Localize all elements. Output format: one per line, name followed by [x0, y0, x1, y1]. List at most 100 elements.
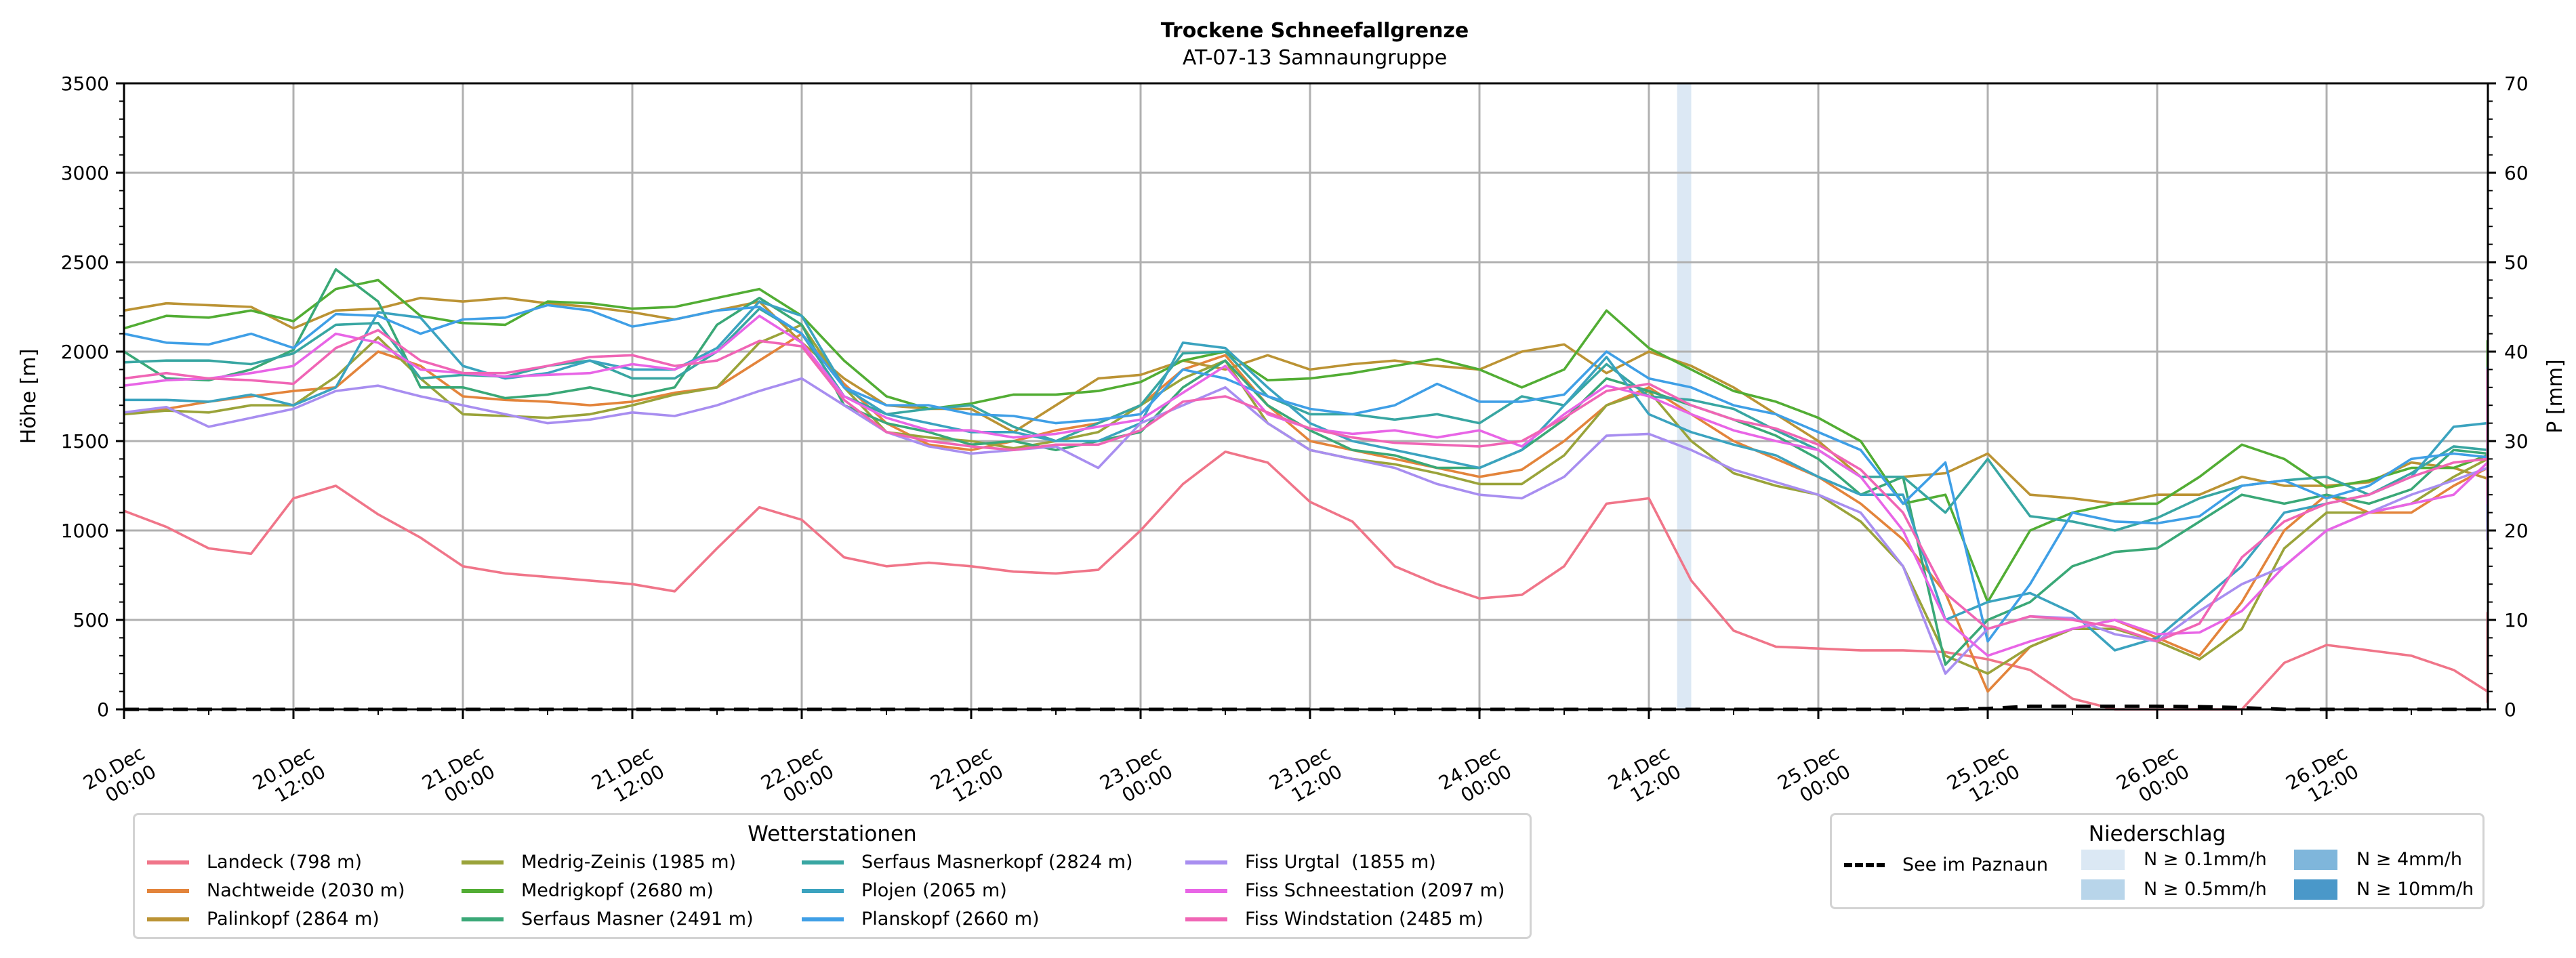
series-line-landeck-798-m [123, 450, 2489, 711]
legend-line-icon [462, 860, 504, 865]
y2-tick-label: 60 [2504, 162, 2529, 184]
legend-item-precip: N ≥ 0.1mm/h [2081, 849, 2267, 870]
y-tick-label: 3000 [61, 162, 109, 184]
legend-line-icon [147, 888, 189, 893]
legend-label: Landeck (798 m) [207, 852, 362, 873]
legend-item-station: Plojen (2065 m) [802, 880, 1007, 901]
legend-item-station: Serfaus Masnerkopf (2824 m) [802, 852, 1132, 873]
series-line-fiss-windstation-2485-m [123, 329, 2489, 643]
y2-tick-label: 20 [2504, 520, 2529, 542]
legend-precip: Niederschlag See im Paznaun N ≥ 0.1mm/h N… [1830, 813, 2485, 909]
legend-label: Fiss Schneestation (2097 m) [1245, 880, 1505, 901]
y-axis-label: Höhe [m] [17, 349, 41, 444]
y2-tick-label: 40 [2504, 341, 2529, 363]
legend-label: N ≥ 4mm/h [2356, 849, 2462, 870]
series-line-palinkopf-2864-m [123, 296, 2489, 505]
legend-label: Medrigkopf (2680 m) [521, 880, 714, 901]
series-line-planskopf-2660-m [123, 304, 2489, 643]
y-tick-label: 1500 [61, 430, 109, 453]
chart-subtitle: AT-07-13 Samnaungruppe [1183, 46, 1447, 70]
legend-item-station: Fiss Schneestation (2097 m) [1185, 880, 1505, 901]
legend-label: Fiss Windstation (2485 m) [1245, 909, 1484, 930]
series-line-serfaus-masner-2491-m [123, 268, 2489, 666]
legend-line-icon [802, 860, 844, 865]
y-tick-label: 1000 [61, 520, 109, 542]
dashed-line-icon [1844, 862, 1885, 867]
y-tick-label: 2000 [61, 341, 109, 363]
legend-label: Fiss Urgtal (1855 m) [1245, 852, 1436, 873]
legend-item-precip: N ≥ 0.5mm/h [2081, 879, 2267, 900]
legend-line-icon [802, 888, 844, 893]
precip-shading-band [1677, 83, 1692, 709]
y2-tick-label: 10 [2504, 609, 2529, 631]
legend-line-icon [147, 917, 189, 921]
axes-layer: 0 500 1000 1500 2000 2500 3000 3500 0 10 20 30 40 50 6… [61, 72, 2529, 807]
legend-stations: Wetterstationen Landeck (798 m) Nachtweid… [133, 813, 1532, 939]
legend-item-precip: N ≥ 4mm/h [2294, 849, 2462, 870]
legend-item-station: Planskopf (2660 m) [802, 909, 1040, 930]
legend-patch-icon [2081, 879, 2125, 900]
legend-line-icon [462, 888, 504, 893]
legend-label: Serfaus Masnerkopf (2824 m) [861, 852, 1133, 873]
series-line-fiss-schneestation-2097-m [123, 314, 2489, 657]
legend-label: N ≥ 0.5mm/h [2144, 879, 2267, 900]
series-line-serfaus-masnerkopf-2824-m [123, 307, 2489, 532]
y2-axis-label: P [mm] [2543, 359, 2567, 433]
y-tick-label: 3500 [61, 72, 109, 95]
legend-stations-title: Wetterstationen [748, 822, 917, 846]
legend-label: See im Paznaun [1902, 854, 2048, 875]
legend-item-station: Fiss Windstation (2485 m) [1185, 909, 1484, 930]
legend-item-precip: N ≥ 10mm/h [2294, 879, 2474, 900]
legend-label: N ≥ 0.1mm/h [2144, 849, 2267, 870]
y2-tick-label: 0 [2504, 699, 2516, 721]
legend-label: Plojen (2065 m) [861, 880, 1007, 901]
legend-item-station: Fiss Urgtal (1855 m) [1185, 852, 1436, 873]
legend-item-station: Nachtweide (2030 m) [147, 880, 405, 901]
legend-line-icon [147, 860, 189, 865]
legend-line-icon [802, 917, 844, 921]
legend-item-station: Medrig-Zeinis (1985 m) [462, 852, 736, 873]
legend-item-see-im-paznaun: See im Paznaun [1844, 854, 2048, 875]
legend-line-icon [462, 917, 504, 921]
y2-tick-label: 50 [2504, 251, 2529, 274]
y-tick-label: 0 [97, 699, 109, 721]
series-layer [123, 268, 2489, 711]
legend-label: Palinkopf (2864 m) [207, 909, 380, 930]
y-tick-label: 2500 [61, 251, 109, 274]
legend-line-icon [1185, 917, 1227, 921]
series-line-plojen-2065-m [124, 300, 2489, 652]
legend-patch-icon [2294, 849, 2337, 870]
legend-label: Medrig-Zeinis (1985 m) [521, 852, 737, 873]
precip-shading-layer [1677, 83, 1692, 709]
plot-frame [123, 82, 2489, 711]
legend-line-icon [1185, 888, 1227, 893]
legend-patch-icon [2294, 879, 2337, 900]
legend-item-station: Palinkopf (2864 m) [147, 909, 380, 930]
y2-tick-label: 70 [2504, 72, 2529, 95]
legend-patch-icon [2081, 849, 2125, 870]
legend-item-station: Landeck (798 m) [147, 852, 362, 873]
legend-item-station: Medrigkopf (2680 m) [462, 880, 714, 901]
legend-label: Serfaus Masner (2491 m) [521, 909, 754, 930]
legend-label: Planskopf (2660 m) [861, 909, 1040, 930]
legend-label: Nachtweide (2030 m) [207, 880, 405, 901]
legend-precip-title: Niederschlag [2088, 822, 2226, 846]
legend-label: N ≥ 10mm/h [2356, 879, 2474, 900]
grid-layer [124, 83, 2488, 709]
chart-title: Trockene Schneefallgrenze [1161, 19, 1469, 43]
